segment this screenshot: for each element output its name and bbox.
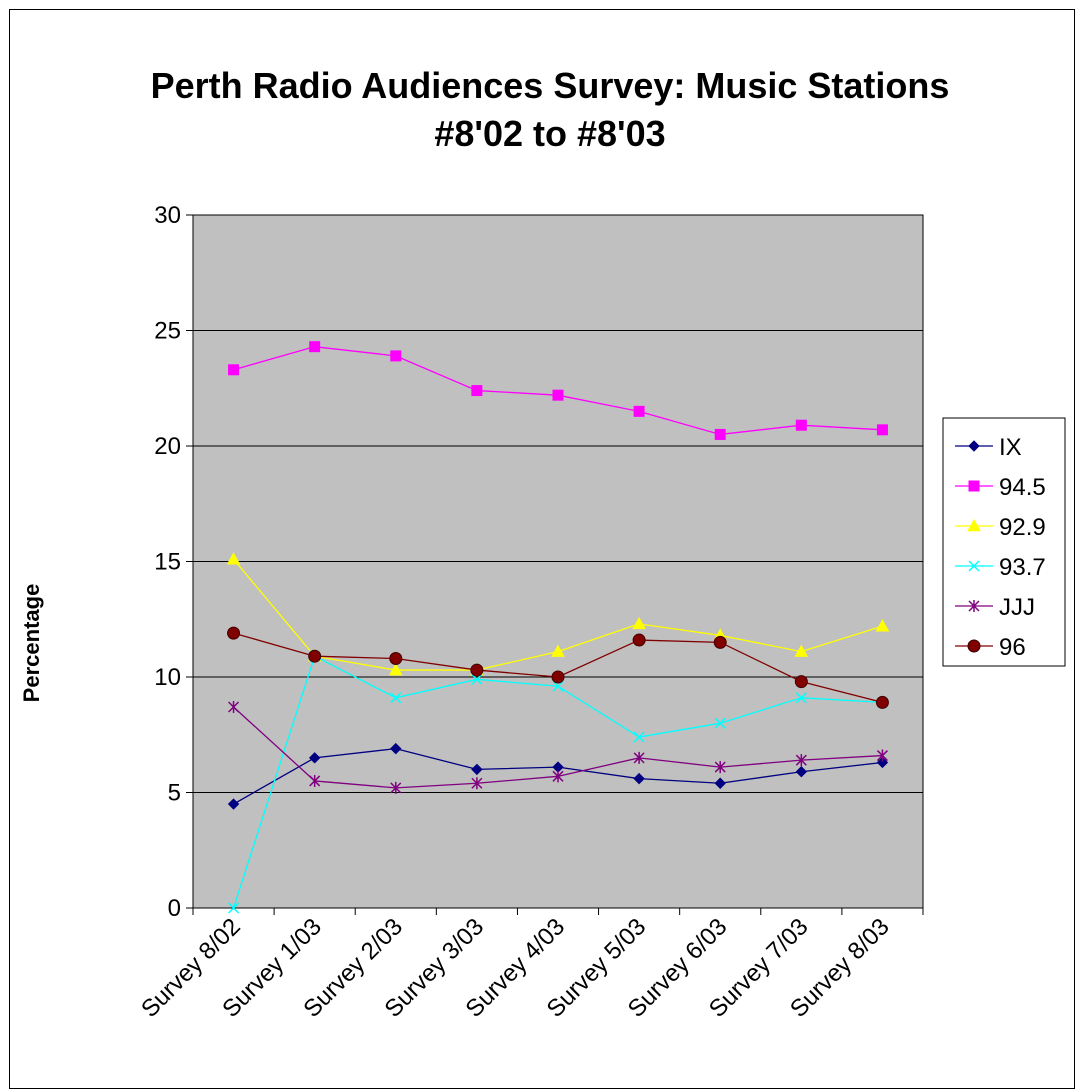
marker-square <box>552 389 564 401</box>
y-tick-label: 10 <box>154 664 181 691</box>
chart-title: Perth Radio Audiences Survey: Music Stat… <box>150 65 950 106</box>
marker-triangle <box>551 644 565 657</box>
series-93.7 <box>228 650 888 914</box>
legend-item: 94.5 <box>955 474 1046 501</box>
marker-circle <box>470 663 484 677</box>
marker-star <box>309 774 321 787</box>
legend-label: 93.7 <box>999 554 1046 581</box>
series-IX <box>227 742 889 810</box>
marker-x <box>471 673 483 685</box>
marker-circle <box>308 649 322 663</box>
marker-diamond <box>795 766 808 778</box>
marker-circle <box>875 695 889 709</box>
marker-diamond <box>227 798 240 810</box>
marker-x <box>228 902 240 914</box>
legend: IX 94.5 92.9 93.7 JJJ 96 <box>942 417 1066 667</box>
marker-star <box>471 777 483 790</box>
legend-box <box>942 417 1066 667</box>
marker-square <box>309 341 321 353</box>
marker-star <box>390 781 402 794</box>
legend-label: 94.5 <box>999 474 1046 501</box>
marker-square <box>633 405 645 417</box>
marker-x <box>714 717 726 729</box>
marker-circle <box>389 652 403 666</box>
marker-circle <box>632 633 646 647</box>
marker-circle <box>713 635 727 649</box>
marker-diamond <box>876 756 889 769</box>
marker-triangle <box>967 518 981 532</box>
marker-diamond <box>390 742 402 755</box>
marker-triangle <box>226 552 241 565</box>
marker-star <box>968 600 980 612</box>
marker-triangle <box>794 644 809 657</box>
marker-diamond <box>633 772 645 785</box>
marker-triangle <box>875 619 890 632</box>
marker-star <box>228 701 240 714</box>
marker-x <box>552 680 564 692</box>
marker-star <box>795 754 807 767</box>
legend-label: JJJ <box>999 594 1035 621</box>
marker-x <box>795 692 807 704</box>
y-tick-label: 5 <box>168 780 181 807</box>
marker-triangle <box>632 616 646 630</box>
marker-square <box>876 424 888 436</box>
chart-title-block: Perth Radio Audiences Survey: Music Stat… <box>0 62 1085 158</box>
marker-square <box>471 385 483 397</box>
marker-circle <box>794 675 808 689</box>
marker-diamond <box>968 440 980 452</box>
marker-circle <box>967 639 981 653</box>
marker-star <box>633 751 645 764</box>
legend-label: 92.9 <box>999 514 1046 541</box>
y-tick-label: 25 <box>154 318 181 345</box>
legend-item: 92.9 <box>955 514 1046 541</box>
marker-square <box>714 428 726 440</box>
marker-circle <box>551 670 565 684</box>
marker-diamond <box>471 763 483 776</box>
marker-square <box>228 364 240 376</box>
marker-x <box>390 692 402 704</box>
y-tick-label: 15 <box>154 549 181 576</box>
marker-x <box>968 560 980 572</box>
y-tick-label: 0 <box>168 895 181 922</box>
series-96 <box>227 626 889 709</box>
marker-triangle <box>388 663 403 676</box>
marker-square <box>968 480 980 492</box>
series-94.5 <box>228 341 888 440</box>
legend-label: 96 <box>999 634 1026 661</box>
marker-square <box>390 350 402 362</box>
marker-x <box>633 731 645 743</box>
legend-item: 96 <box>955 634 1026 661</box>
marker-star <box>876 749 888 762</box>
legend-label: IX <box>999 434 1022 461</box>
marker-circle <box>227 626 241 640</box>
y-tick-label: 30 <box>154 202 181 229</box>
legend-item: 93.7 <box>955 554 1046 581</box>
legend-item: JJJ <box>955 594 1035 621</box>
chart-subtitle: #8'02 to #8'03 <box>434 113 666 154</box>
marker-diamond <box>308 752 321 764</box>
marker-star <box>552 770 564 783</box>
legend-item: IX <box>955 434 1022 461</box>
y-tick-label: 20 <box>154 433 181 460</box>
marker-square <box>795 419 807 431</box>
marker-star <box>714 761 726 774</box>
series-JJJ <box>228 701 888 794</box>
marker-diamond <box>714 777 726 789</box>
series-layer <box>226 341 890 914</box>
